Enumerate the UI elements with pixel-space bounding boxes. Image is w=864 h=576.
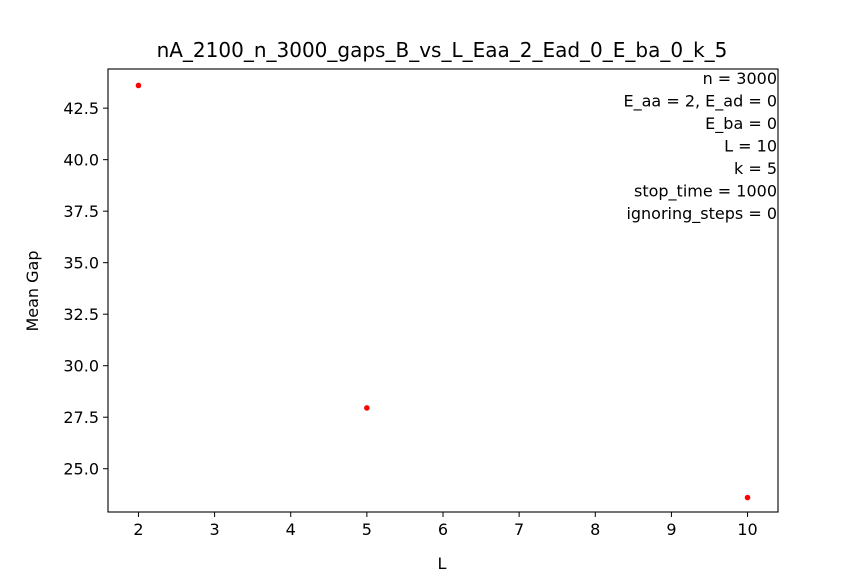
y-tick-label: 37.5 [63,202,99,221]
x-tick-label: 4 [286,520,296,539]
parameter-annotations: n = 3000 E_aa = 2, E_ad = 0E_ba = 0 L = 10… [624,69,777,224]
data-point [135,82,142,89]
annotation-line: stop_time = 1000 [634,182,777,202]
x-axis-ticks: 2 3 4 5 6 7 8 9 10 [133,512,758,539]
annotation-line: E_ba = 0 [705,114,777,134]
y-tick-label: 40.0 [63,151,99,170]
y-tick-label: 32.5 [63,305,99,324]
annotation-line: n = 3000 [703,69,777,88]
y-tick-label: 30.0 [63,357,99,376]
annotation-line: k = 5 [734,159,777,178]
x-tick-label: 10 [737,520,757,539]
y-axis-ticks: 25.0 27.5 30.0 32.5 35.0 37.5 40.0 42.5 [63,99,108,479]
x-tick-label: 6 [438,520,448,539]
x-tick-label: 3 [209,520,219,539]
data-point [744,494,751,501]
x-tick-label: 5 [362,520,372,539]
y-tick-label: 42.5 [63,99,99,118]
x-tick-label: 7 [514,520,524,539]
annotation-line: E_aa = 2, E_ad = 0 [624,92,777,112]
chart-title: nA_2100_n_3000_gaps_B_vs_L_Eaa_2_Ead_0_E… [157,38,728,62]
annotation-line: ignoring_steps = 0 [626,204,777,224]
y-tick-label: 25.0 [63,460,99,479]
data-point [364,405,370,411]
y-tick-label: 27.5 [63,408,99,427]
x-tick-label: 2 [133,520,143,539]
y-axis-label: Mean Gap [23,250,42,331]
x-axis-label: L [438,554,447,573]
x-tick-label: 9 [666,520,676,539]
data-points [135,82,751,501]
annotation-line: L = 10 [724,137,777,156]
x-tick-label: 8 [590,520,600,539]
y-tick-label: 35.0 [63,254,99,273]
